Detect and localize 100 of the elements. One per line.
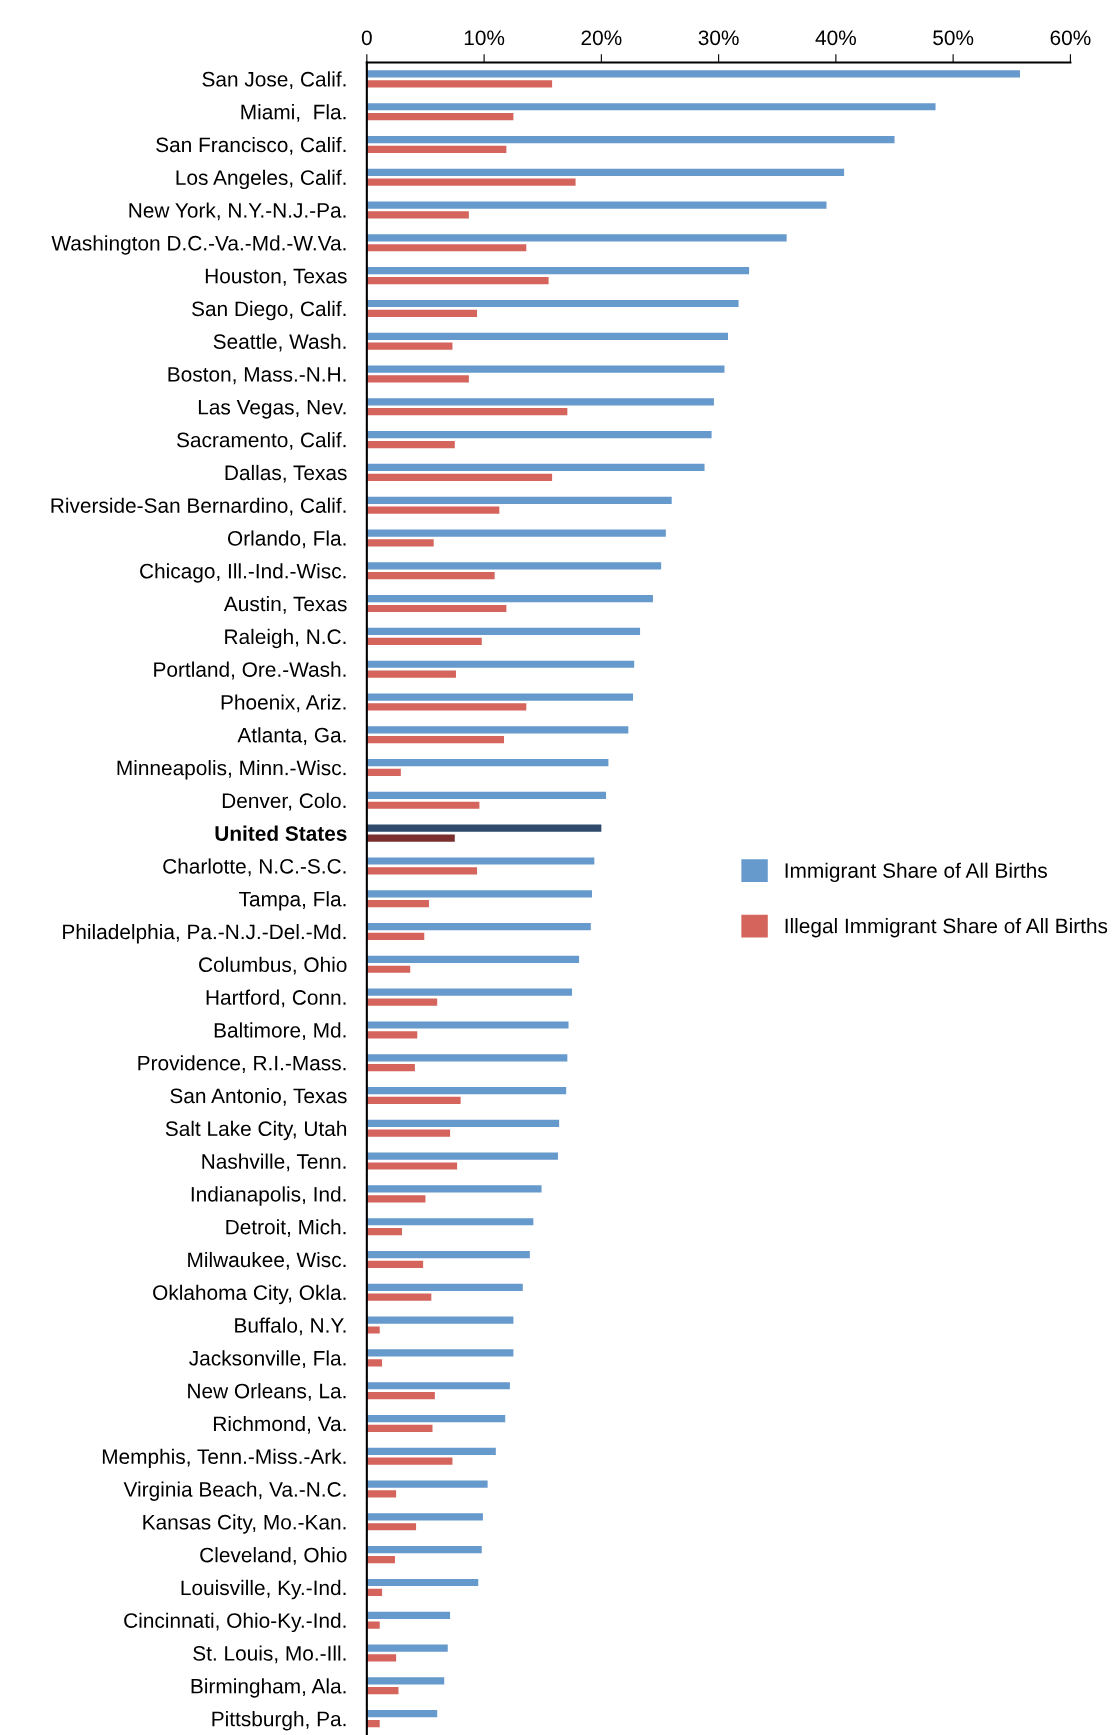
- bar: [366, 1719, 380, 1728]
- bar: [366, 539, 434, 547]
- bar: [366, 670, 456, 678]
- bar: [366, 244, 527, 252]
- y-tick-label: Buffalo, N.Y.: [235, 1317, 346, 1336]
- bar: [366, 1546, 482, 1554]
- bar: [366, 267, 750, 275]
- bar: [366, 572, 495, 580]
- bar: [366, 955, 580, 964]
- y-tick-label: Las Vegas, Nev.: [198, 400, 346, 419]
- bar: [366, 1293, 432, 1301]
- bar: [366, 1283, 523, 1291]
- bar: [366, 627, 641, 636]
- x-tick-label: 20%: [581, 30, 622, 46]
- bar: [366, 80, 553, 88]
- bar: [366, 70, 1020, 78]
- x-tick-label: 60%: [1050, 30, 1091, 46]
- bar: [366, 988, 573, 996]
- legend-label: Immigrant Share of All Births: [785, 862, 1047, 883]
- bar: [366, 1611, 451, 1619]
- bar: [366, 1578, 479, 1587]
- bar: [366, 736, 505, 744]
- bar: [366, 1195, 426, 1203]
- bar: [366, 1391, 435, 1400]
- y-tick-label: San Francisco, Calif.: [156, 136, 346, 155]
- y-tick-label: Virginia Beach, Va.-N.C.: [123, 1481, 346, 1501]
- y-tick-label: United States: [215, 825, 347, 841]
- bar: [366, 1316, 514, 1324]
- bar: [366, 145, 507, 153]
- bar: [366, 1031, 418, 1039]
- bar: [366, 398, 714, 406]
- bar: [366, 595, 653, 603]
- bar: [366, 900, 429, 908]
- bar: [366, 463, 705, 472]
- y-tick-label: Cincinnati, Ohio-Ky.-Ind.: [124, 1612, 346, 1633]
- x-tick-label: 0: [361, 30, 372, 46]
- y-tick-label: Louisville, Ky.-Ind.: [181, 1579, 346, 1600]
- y-tick-label: Baltimore, Md.: [214, 1022, 346, 1041]
- y-tick-label: Detroit, Mich.: [226, 1219, 346, 1237]
- bar: [366, 1490, 397, 1498]
- y-tick-label: Kansas City, Mo.-Kan.: [143, 1514, 346, 1534]
- bar: [366, 801, 480, 809]
- x-tick-label: 40%: [815, 30, 856, 46]
- bar: [366, 1021, 569, 1029]
- y-tick-label: Birmingham, Ala.: [191, 1678, 346, 1698]
- x-tick-label: 50%: [933, 30, 974, 46]
- y-tick-label: Indianapolis, Ind.: [191, 1186, 346, 1206]
- bar: [366, 365, 725, 373]
- bar: [366, 276, 549, 285]
- bar: [366, 660, 635, 668]
- bar: [366, 408, 568, 416]
- bar: [366, 168, 845, 176]
- bar: [366, 1152, 558, 1160]
- y-tick-label: Sacramento, Calif.: [176, 432, 346, 450]
- x-tick-label: 30%: [698, 30, 739, 46]
- bar: [366, 309, 478, 317]
- bar: [366, 998, 438, 1006]
- bar: [366, 1064, 415, 1072]
- y-tick-label: Philadelphia, Pa.-N.J.-Del.-Md.: [63, 923, 346, 944]
- y-tick-label: Salt Lake City, Utah: [165, 1120, 347, 1141]
- bar: [366, 834, 455, 842]
- bar: [366, 1260, 424, 1268]
- y-tick-label: Richmond, Va.: [214, 1415, 346, 1434]
- bar: [366, 1424, 433, 1432]
- y-tick-label: Austin, Texas: [223, 596, 347, 614]
- bar: [366, 1513, 483, 1521]
- bar: [366, 1129, 451, 1137]
- bar: [366, 693, 634, 701]
- bar: [366, 112, 514, 121]
- y-tick-label: Nashville, Tenn.: [202, 1153, 346, 1172]
- y-tick-label: Phoenix, Ariz.: [221, 694, 346, 713]
- bar: [366, 473, 553, 481]
- bar: [366, 726, 629, 734]
- bar: [366, 1687, 399, 1695]
- bar: [366, 135, 895, 144]
- bar: [366, 431, 712, 439]
- bar: [366, 211, 469, 219]
- bar: [366, 1654, 397, 1662]
- y-tick-label: Washington D.C.-Va.-Md.-W.Va.: [51, 235, 346, 255]
- y-tick-label: Providence, R.I.-Mass.: [138, 1055, 346, 1073]
- bar: [366, 768, 401, 777]
- y-tick-label: Miami, Fla.: [241, 104, 346, 122]
- y-tick-label: Columbus, Ohio: [199, 956, 347, 975]
- y-tick-label: Denver, Colo.: [222, 792, 346, 811]
- bar: [366, 824, 602, 832]
- y-tick-label: Oklahoma City, Okla.: [153, 1284, 346, 1305]
- bar: [366, 759, 609, 767]
- bar: [366, 1326, 380, 1334]
- bar: [366, 1523, 417, 1531]
- bar: [366, 1218, 534, 1226]
- y-tick-label: Houston, Texas: [205, 268, 347, 286]
- bar: [366, 1447, 496, 1455]
- bar: [366, 1382, 510, 1390]
- y-tick-label: Los Angeles, Calif.: [176, 169, 346, 190]
- bar: [366, 375, 469, 383]
- y-tick-label: New York, N.Y.-N.J.-Pa.: [129, 202, 346, 221]
- bar: [366, 1227, 403, 1236]
- y-tick-label: New Orleans, La.: [188, 1383, 346, 1401]
- bar: [366, 857, 595, 865]
- bar: [366, 791, 607, 800]
